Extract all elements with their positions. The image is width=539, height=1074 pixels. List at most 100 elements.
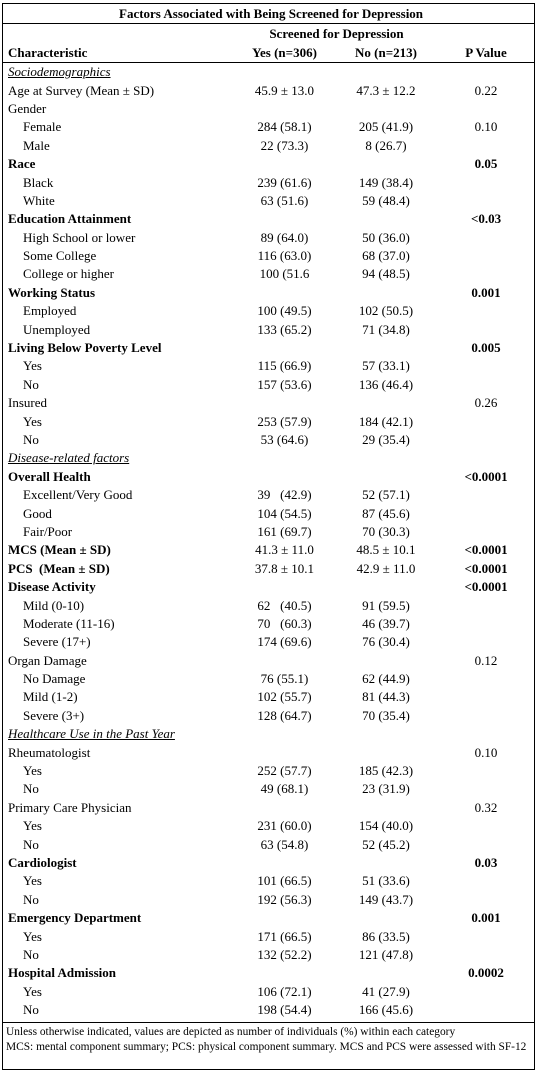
table-row: Yes 115 (66.9) 57 (33.1)	[3, 357, 534, 375]
cell	[235, 100, 334, 118]
cell: 41 (27.9)	[362, 983, 410, 999]
table-row: Severe (3+) 128 (64.7) 70 (35.4)	[3, 707, 534, 725]
table-row: Good 104 (54.5) 87 (45.6)	[3, 504, 534, 522]
row-label: Organ Damage	[8, 652, 87, 668]
row-label: No	[23, 891, 39, 907]
p-value	[438, 835, 534, 853]
row-label: Yes	[23, 763, 42, 779]
table-row: Rheumatologist 0.10	[3, 743, 534, 761]
p-value	[438, 229, 534, 247]
table-row: Overall Health <0.0001	[3, 468, 534, 486]
title-row: Factors Associated with Being Screened f…	[3, 4, 535, 24]
p-value: 0.005	[471, 340, 501, 356]
table-row: Cardiologist 0.03	[3, 854, 534, 872]
p-value	[438, 670, 534, 688]
row-label: Severe (17+)	[23, 634, 91, 650]
cell	[334, 743, 438, 761]
p-value	[438, 192, 534, 210]
row-label: No Damage	[23, 671, 86, 687]
footnote: MCS: mental component summary; PCS: phys…	[6, 1040, 527, 1053]
row-label: Yes	[23, 983, 42, 999]
cell	[334, 909, 438, 927]
cell: 53 (64.6)	[260, 432, 309, 447]
p-value: 0.26	[474, 395, 498, 411]
cell: 106 (72.1)	[257, 983, 312, 999]
cell: 70 (35.4)	[362, 707, 410, 723]
cell	[235, 210, 334, 228]
p-value: 0.0002	[468, 965, 504, 981]
table-row: Yes 171 (66.5) 86 (33.5)	[3, 927, 534, 945]
row-label: No	[23, 432, 39, 447]
row-label: Mild (0-10)	[23, 597, 85, 613]
table-row: Yes 106 (72.1) 41 (27.9)	[3, 983, 534, 1001]
row-label: Disease Activity	[8, 579, 96, 595]
cell: 57 (33.1)	[362, 358, 410, 374]
row-label: No	[23, 836, 39, 852]
p-value: 0.10	[474, 119, 498, 135]
row-label: PCS (Mean ± SD)	[8, 560, 110, 576]
table-row: No 198 (54.4) 166 (45.6)	[3, 1001, 534, 1019]
row-label: Education Attainment	[8, 211, 132, 227]
row-label: Some College	[23, 248, 97, 264]
table-row: Fair/Poor 161 (69.7) 70 (30.3)	[3, 523, 534, 541]
row-label: Excellent/Very Good	[23, 487, 133, 503]
table-row: Healthcare Use in the Past Year	[3, 725, 534, 743]
row-label: Emergency Department	[8, 910, 142, 926]
row-label: Healthcare Use in the Past Year	[8, 726, 175, 742]
table-row: Working Status 0.001	[3, 284, 534, 302]
footnotes: Unless otherwise indicated, values are d…	[3, 1022, 534, 1056]
cell: 76 (30.4)	[362, 634, 410, 650]
cell	[235, 964, 334, 982]
cell	[334, 854, 438, 872]
row-label: White	[23, 192, 55, 208]
row-label: Overall Health	[8, 468, 91, 484]
table-row: Gender	[3, 100, 534, 118]
cell: 87 (45.6)	[362, 505, 410, 521]
p-value	[438, 504, 534, 522]
cell	[334, 799, 438, 817]
table-row: Age at Survey (Mean ± SD) 45.9 ± 13.0 47.3…	[3, 81, 534, 99]
cell: 71 (34.8)	[362, 321, 410, 337]
cell: 45.9 ± 13.0	[254, 82, 315, 98]
cell	[334, 725, 438, 743]
cell: 81 (44.3)	[362, 689, 410, 705]
table-row: No Damage 76 (55.1) 62 (44.9)	[3, 670, 534, 688]
row-label: Hospital Admission	[8, 965, 117, 981]
cell: 41.3 ± 11.0	[255, 542, 314, 558]
row-label: High School or lower	[23, 229, 136, 245]
table-row: Severe (17+) 174 (69.6) 76 (30.4)	[3, 633, 534, 651]
cell: 51 (33.6)	[362, 873, 410, 889]
cell: 231 (60.0)	[257, 818, 312, 834]
cell: 121 (47.8)	[358, 946, 414, 962]
cell: 149 (38.4)	[358, 174, 414, 190]
cell: 157 (53.6)	[257, 376, 312, 392]
table-row: Education Attainment <0.03	[3, 210, 534, 228]
cell	[334, 394, 438, 412]
row-label: Living Below Poverty Level	[8, 340, 162, 356]
table-row: Race 0.05	[3, 155, 534, 173]
table-frame: Factors Associated with Being Screened f…	[2, 3, 535, 1070]
cell: 47.3 ± 12.2	[356, 82, 416, 98]
cell: 128 (64.7)	[257, 707, 312, 723]
table-row: Disease Activity <0.0001	[3, 578, 534, 596]
cell: 39 (42.9)	[257, 487, 312, 503]
table-row: Hospital Admission 0.0002	[3, 964, 534, 982]
column-header: Characteristic	[3, 43, 235, 63]
table-row: No 53 (64.6) 29 (35.4)	[3, 431, 534, 449]
table-row: Male 22 (73.3) 8 (26.7)	[3, 137, 534, 155]
p-value: 0.32	[474, 799, 498, 815]
table-row: No 132 (52.2) 121 (47.8)	[3, 946, 534, 964]
p-value: <0.03	[470, 211, 502, 227]
cell: 116 (63.0)	[257, 248, 312, 264]
cell: 63 (51.6)	[260, 192, 309, 208]
cell	[334, 155, 438, 173]
row-label: Employed	[23, 303, 77, 319]
column-header-row: Characteristic Yes (n=306) No (n=213) P …	[3, 43, 535, 63]
p-value	[438, 247, 534, 265]
cell: 91 (59.5)	[362, 597, 410, 613]
table-row: Yes 231 (60.0) 154 (40.0)	[3, 817, 534, 835]
column-header: P Value	[438, 43, 535, 63]
cell: 284 (58.1)	[257, 119, 312, 135]
row-label: Moderate (11-16)	[23, 615, 115, 631]
p-value: <0.0001	[464, 560, 508, 576]
